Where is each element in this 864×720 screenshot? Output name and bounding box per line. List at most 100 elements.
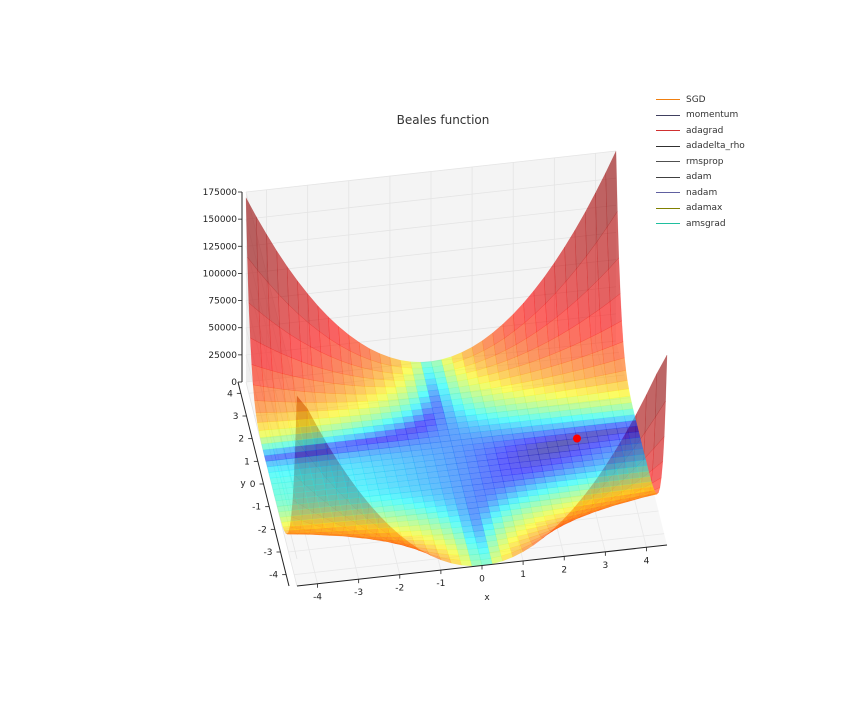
x-tick-label: 1 [520,570,526,580]
surface-patch [358,341,372,361]
surface-patch [369,532,382,537]
surface-patch [370,412,383,421]
surface-patch [307,410,320,420]
surface-patch [337,409,351,418]
surface-patch [398,398,411,406]
surface-patch [379,532,392,537]
legend-label: amsgrad [686,218,726,229]
surface-patch [512,302,526,332]
surface-patch [401,535,414,541]
surface-patch [482,332,495,351]
surface-mesh [245,151,668,567]
surface-patch [289,426,302,435]
surface-patch [467,548,480,556]
legend-label: adadelta_rho [686,141,745,152]
z-tick-label: 25000 [208,351,237,361]
surface-patch [432,534,445,541]
grid-line [245,177,617,220]
legend-line [656,161,680,163]
surface-patch [324,392,337,403]
surface-patch [270,435,283,444]
surface-patch [390,410,403,419]
tick-labels: -4 -3 -2 -1 0 1 2 3 4-4-3-2-10123402500050000750… [203,188,650,603]
y-tick-label: 0 [250,480,256,490]
surface-patch [373,378,386,388]
surface-patch [364,386,377,395]
surface-patch [423,539,436,546]
surface-patch [268,428,281,437]
surface-patch [410,361,423,369]
surface-patch [285,401,298,413]
legend-label: adagrad [686,125,724,136]
surface-patch [308,418,321,427]
surface-patch [376,393,389,402]
legend-item: adamax [656,201,778,217]
z-tick-label: 50000 [208,324,237,334]
surface-patch [329,416,342,425]
surface-patch [413,373,426,381]
legend-label: adam [686,172,712,183]
surface-patch [443,538,457,546]
surface-patch [351,420,364,429]
surface-patch [354,385,367,395]
surface-patch [399,359,413,369]
surface-patch [338,325,351,352]
legend-item: nadam [656,185,778,201]
surface-patch [492,323,505,346]
surface-patch [359,413,373,422]
y-tick-label: 3 [233,412,239,422]
surface-patch [392,373,405,381]
surface-patch [361,419,374,428]
surface-patch [339,415,352,424]
surface-patch [379,353,392,366]
surface-patch [451,352,464,364]
surface-patch [320,423,333,432]
surface-patch [385,386,398,395]
surface-patch [323,381,336,394]
surface-patch [276,411,289,422]
z-tick-label: 100000 [203,269,238,279]
surface-patch [357,401,370,409]
surface-patch [255,412,268,423]
surface-patch [393,380,407,388]
minimum-marker [573,434,581,443]
surface-patch [279,427,292,436]
legend-label: nadam [686,187,718,198]
surface-patch [317,410,330,419]
surface-patch [387,399,401,407]
surface-patch [274,401,288,413]
surface-patch [413,540,426,545]
y-tick-label: -2 [258,525,267,535]
surface-patch [414,379,427,387]
x-tick-label: -1 [436,579,445,589]
surface-patch [287,419,301,429]
surface-patch [367,400,380,409]
surface-patch [399,530,413,537]
x-tick-label: -4 [313,593,322,603]
surface-patch [348,408,361,417]
surface-patch [420,529,433,536]
y-tick-label: 4 [227,389,233,399]
surface-patch [415,384,429,393]
surface-patch [296,411,309,421]
grid-line [245,232,617,274]
legend-label: SGD [686,94,706,105]
surface-patch [455,543,468,551]
surface-patch [309,424,323,433]
y-tick-label: -4 [269,571,278,581]
surface-patch [267,421,280,430]
grid-line [245,150,617,193]
surface-patch [442,533,455,540]
surface-patch [402,540,415,545]
surface-patch [389,531,402,537]
legend: SGD momentum adagrad adadelta_rho rmsprop ada… [656,92,778,232]
surface-patch [318,417,331,426]
surface-patch [277,420,290,430]
z-tick-label: 0 [231,378,237,388]
surface-patch [391,536,404,541]
minimum-point [573,434,581,443]
x-tick-label: 0 [479,575,485,585]
z-tick-label: 125000 [203,242,238,252]
x-tick-label: 3 [602,561,608,571]
surface-patch [304,391,317,403]
